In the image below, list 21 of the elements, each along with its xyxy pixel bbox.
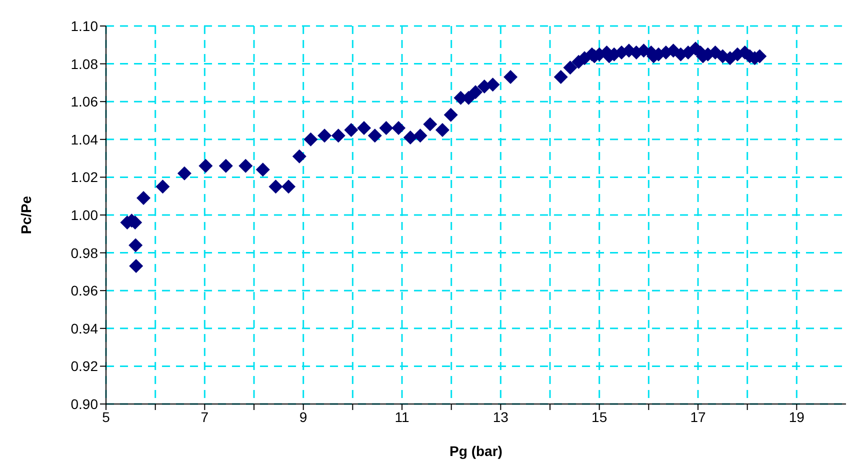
x-axis-title: Pg (bar) <box>450 443 502 459</box>
y-axis-title: Pc/Pe <box>18 196 34 234</box>
y-tick-label: 0.94 <box>70 320 98 336</box>
y-tick-label: 0.96 <box>70 282 98 299</box>
x-tick-label: 9 <box>299 408 308 425</box>
y-tick-label: 0.90 <box>70 396 98 412</box>
x-tick-label: 5 <box>102 408 110 425</box>
y-tick-label: 1.00 <box>70 206 98 223</box>
x-tick-label: 15 <box>592 408 608 425</box>
y-tick-label: 1.02 <box>70 169 98 186</box>
x-tick-label: 7 <box>200 408 209 425</box>
y-tick-label: 1.10 <box>70 18 98 34</box>
y-tick-label: 1.08 <box>70 56 98 72</box>
y-tick-label: 0.92 <box>70 358 98 374</box>
x-tick-label: 17 <box>690 408 706 425</box>
y-tick-label: 0.98 <box>70 244 98 261</box>
x-tick-label: 11 <box>394 408 410 425</box>
x-tick-label: 19 <box>788 408 805 425</box>
y-tick-label: 1.04 <box>70 131 98 148</box>
y-tick-label: 1.06 <box>70 94 98 110</box>
x-tick-label: 13 <box>492 408 509 425</box>
